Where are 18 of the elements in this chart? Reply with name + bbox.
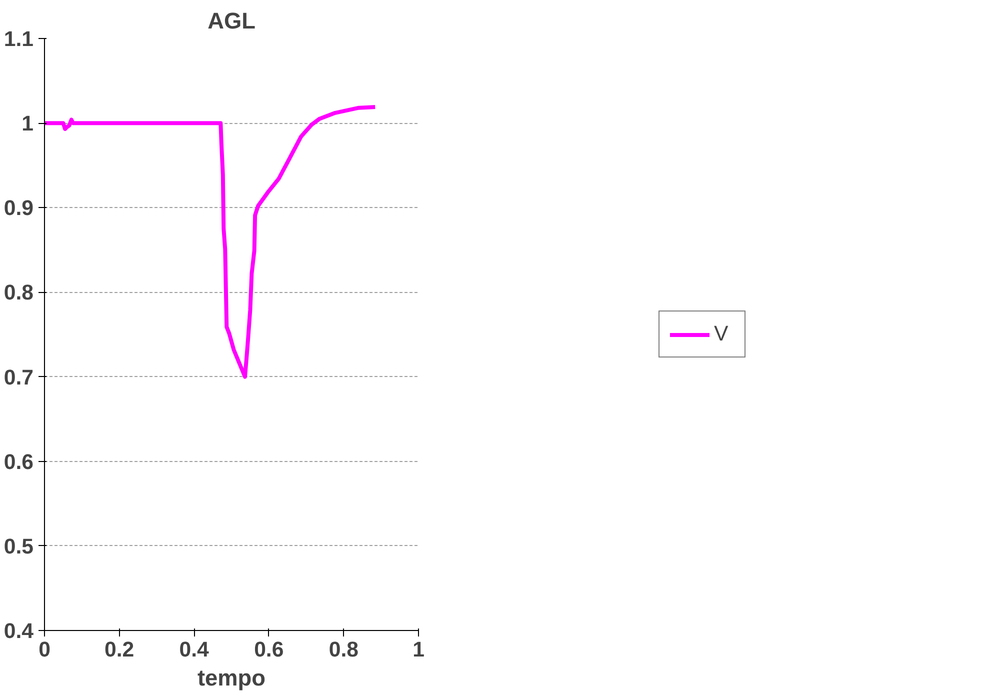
x-tick-label: 0 (38, 638, 50, 662)
y-tick-label: 0.8 (4, 280, 34, 305)
x-tick-label: 0.2 (104, 638, 134, 662)
y-tick-label: 0.6 (4, 450, 34, 474)
chart-title: AGL (208, 8, 256, 34)
y-tick-label: 0.7 (4, 365, 34, 390)
x-axis-title: tempo (198, 664, 266, 690)
legend-label: V (714, 322, 730, 346)
y-tick-label: 0.5 (4, 534, 34, 558)
line-series (44, 105, 378, 379)
y-tick-label: 1.1 (4, 27, 34, 51)
y-tick-label: 0.9 (4, 196, 34, 220)
x-tick-label: 1 (412, 638, 425, 662)
x-tick-label: 0.6 (254, 638, 284, 662)
y-tick-label: 1 (22, 112, 34, 136)
y-tick-label: 0.4 (4, 619, 34, 643)
x-tick-label: 0.8 (328, 638, 359, 662)
x-tick-label: 0.4 (179, 638, 210, 662)
